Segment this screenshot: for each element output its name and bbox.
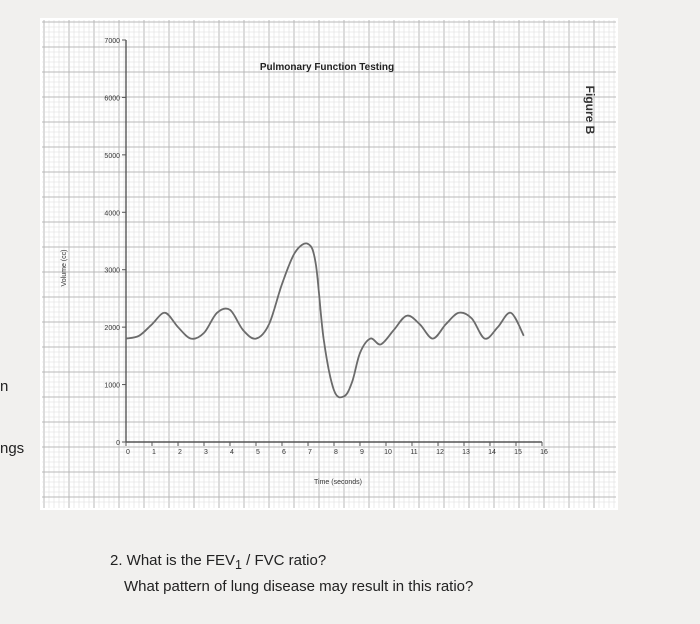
question-text: 2. What is the FEV1 / FVC ratio? What pa…	[110, 550, 473, 598]
y-tick-label: 2000	[104, 325, 120, 332]
x-axis-label: Time (seconds)	[314, 479, 362, 486]
x-tick-label: 4	[230, 449, 234, 456]
x-tick-label: 15	[514, 449, 522, 456]
chart-series	[125, 242, 525, 399]
question-subscript: 1	[235, 558, 242, 572]
x-tick-label: 1	[152, 449, 156, 456]
volume-series-line	[125, 242, 525, 399]
chart-grid	[42, 20, 616, 508]
y-tick-label: 0	[116, 440, 120, 447]
y-axis-label: Volume (cc)	[61, 250, 68, 287]
y-tick-label: 3000	[104, 268, 120, 275]
question-line-2: What pattern of lung disease may result …	[124, 578, 474, 595]
x-tick-label: 5	[256, 449, 260, 456]
x-tick-label: 9	[360, 449, 364, 456]
figure-label: Figure B	[583, 86, 597, 135]
x-tick-label: 0	[126, 449, 130, 456]
cropped-side-text-2: ngs	[0, 440, 25, 457]
y-tick-label: 4000	[104, 210, 120, 217]
question-line-1: 2. What is the FEV1 / FVC ratio?	[110, 550, 473, 576]
x-tick-label: 16	[540, 449, 548, 456]
y-tick-label: 6000	[104, 95, 120, 102]
x-tick-label: 10	[384, 449, 392, 456]
x-tick-label: 2	[178, 449, 182, 456]
x-tick-labels: 0 1 2 3 4 5 6 7 8 9 10 11 12 13 14 15 16	[125, 442, 548, 456]
x-tick-label: 12	[436, 449, 444, 456]
question-line-1-suffix: / FVC ratio?	[242, 552, 327, 569]
x-tick-label: 11	[410, 449, 417, 456]
y-tick-label: 5000	[104, 153, 120, 160]
x-tick-label: 14	[488, 449, 496, 456]
question-line-1-prefix: 2. What is the FEV	[110, 552, 236, 569]
y-tick-labels: 0 1000 2000 3000 4000 5000 6000 7000	[104, 38, 126, 447]
x-tick-label: 6	[282, 449, 286, 456]
y-tick-label: 1000	[104, 383, 120, 390]
cropped-side-text-1: n	[0, 378, 9, 395]
y-tick-label: 7000	[104, 38, 120, 45]
x-tick-label: 7	[308, 449, 312, 456]
chart-title: Pulmonary Function Testing	[260, 62, 394, 73]
x-tick-label: 13	[462, 449, 470, 456]
x-tick-label: 3	[204, 449, 208, 456]
x-tick-label: 8	[334, 449, 338, 456]
